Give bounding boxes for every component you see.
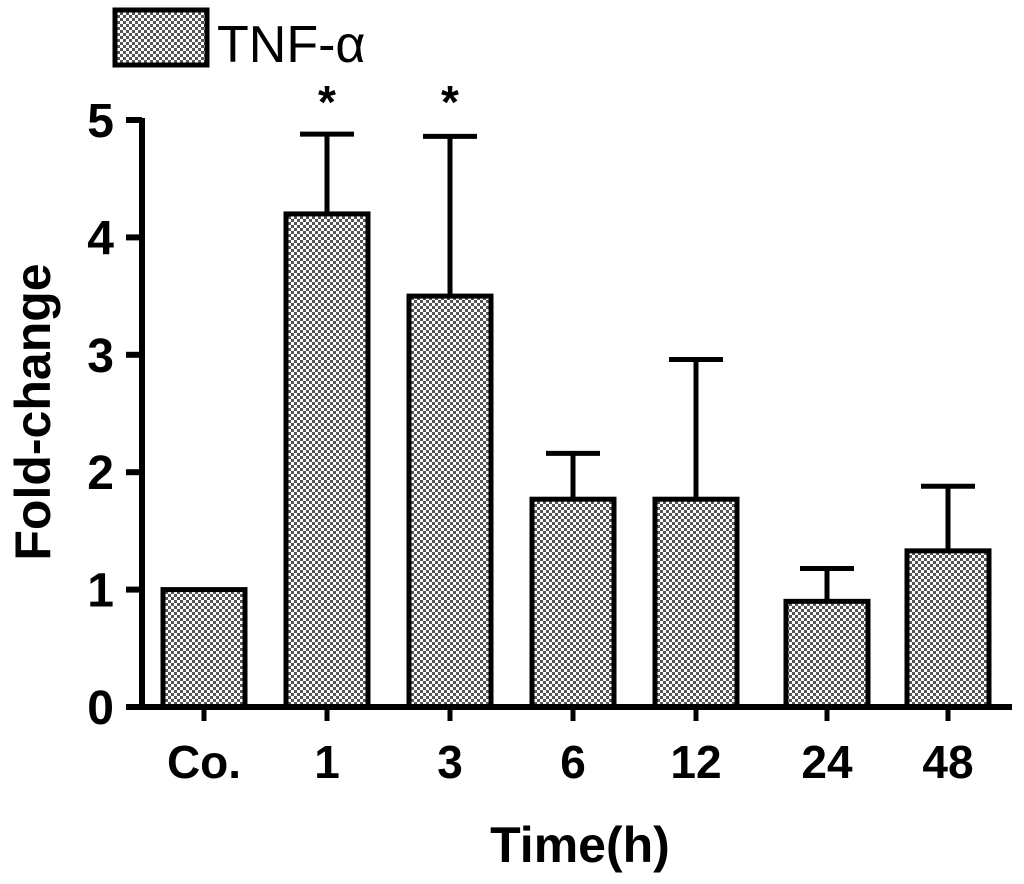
- legend-label: TNF-α: [217, 16, 365, 74]
- bar-1: [283, 211, 371, 710]
- y-tick-label-3: 3: [87, 330, 114, 383]
- x-tick-label-5: 24: [801, 736, 853, 788]
- y-tick-label-2: 2: [87, 447, 114, 500]
- x-tick-label-2: 3: [437, 736, 463, 788]
- legend-swatch: [112, 7, 210, 68]
- bar-2: [406, 293, 494, 710]
- x-tick-label-6: 48: [922, 736, 973, 788]
- y-axis-title: Fold-change: [5, 263, 61, 560]
- x-axis-title: Time(h): [490, 817, 670, 873]
- legend: TNF-α: [112, 7, 365, 74]
- y-tick-label-0: 0: [87, 682, 114, 735]
- y-tick-label-1: 1: [87, 565, 114, 618]
- y-tick-label-5: 5: [87, 95, 114, 148]
- bar-3: [529, 496, 617, 710]
- bar-6: [904, 548, 992, 710]
- bar-4: [652, 496, 740, 710]
- significance-mark-1: *: [318, 76, 336, 128]
- bar-5: [783, 598, 871, 710]
- y-tick-label-4: 4: [87, 212, 114, 265]
- bar-0: [160, 587, 248, 710]
- x-tick-label-4: 12: [670, 736, 721, 788]
- x-tick-label-0: Co.: [167, 736, 241, 788]
- x-tick-label-3: 6: [560, 736, 586, 788]
- significance-mark-2: *: [441, 76, 459, 128]
- x-tick-label-1: 1: [314, 736, 340, 788]
